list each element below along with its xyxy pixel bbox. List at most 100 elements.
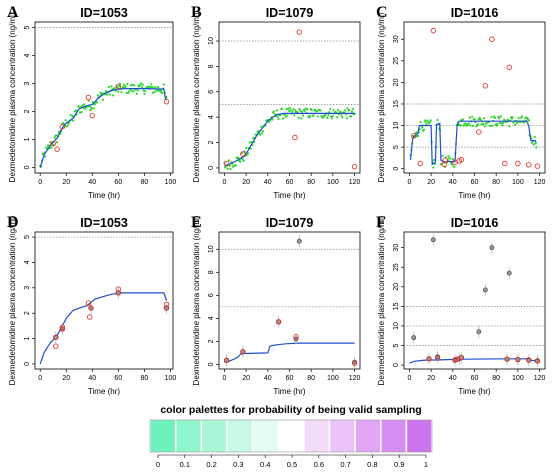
x-tick-label: 100 <box>165 375 177 382</box>
simulated-point <box>515 122 519 125</box>
y-axis-label: Dexmedetomidine plasma concentration (ng… <box>8 12 17 182</box>
simulated-point <box>160 89 163 92</box>
y-axis-label: Dexmedetomidine plasma concentration (ng… <box>377 215 386 385</box>
x-axis-label: Time (hr) <box>458 387 490 396</box>
x-axis-label: Time (hr) <box>88 387 120 396</box>
x-tick-label: 0 <box>407 375 411 382</box>
simulated-point <box>482 122 485 126</box>
simulated-point <box>498 121 502 124</box>
simulated-point <box>128 90 131 93</box>
x-tick-label: 0 <box>407 179 411 186</box>
legend-swatch <box>355 420 380 452</box>
simulated-point <box>53 136 56 139</box>
simulated-point <box>161 91 164 95</box>
simulated-point <box>245 146 248 150</box>
simulated-point <box>133 84 136 87</box>
simulated-point <box>89 108 92 112</box>
x-tick-label: 100 <box>327 179 339 186</box>
simulated-point <box>154 85 157 89</box>
legend-swatch <box>381 420 406 452</box>
x-tick-label: 20 <box>427 179 435 186</box>
simulated-point <box>534 142 537 145</box>
panel-d: D ID=1053 0 20 40 60 80 100 0 1 2 3 4 5 Time (hr) Dexme… <box>7 214 176 396</box>
x-tick-label: 40 <box>449 179 457 186</box>
simulated-point <box>285 108 288 111</box>
simulated-point <box>135 92 138 95</box>
observed-point <box>85 300 92 306</box>
y-axis-label: Dexmedetomidine plasma concentration (ng… <box>192 215 201 385</box>
simulated-point <box>260 132 264 135</box>
observed-point <box>426 356 432 362</box>
x-tick-label: 100 <box>165 179 177 186</box>
x-tick-label: 80 <box>492 375 500 382</box>
legend-tick-label: 0.6 <box>314 460 324 469</box>
plot-frame <box>218 231 361 370</box>
x-tick-label: 20 <box>242 179 250 186</box>
simulated-point <box>479 118 482 121</box>
y-tick-label: 20 <box>393 283 400 291</box>
simulated-point <box>153 90 156 93</box>
simulated-point <box>426 119 429 122</box>
simulated-point <box>511 116 514 119</box>
simulated-point <box>284 115 287 118</box>
simulated-point <box>120 91 123 94</box>
x-axis-label: Time (hr) <box>458 191 490 200</box>
estimated-point <box>506 270 512 276</box>
simulated-point <box>94 102 97 105</box>
panel-letter: A <box>7 4 19 21</box>
simulated-point <box>111 94 115 97</box>
simulated-point <box>69 113 72 117</box>
simulated-point <box>419 120 422 123</box>
simulated-point <box>237 156 240 159</box>
simulated-point <box>101 98 105 102</box>
simulated-point <box>332 109 335 112</box>
observed-point <box>163 305 170 311</box>
simulated-point <box>287 109 291 113</box>
panel-title: ID=1053 <box>80 216 128 230</box>
simulated-point <box>131 83 134 86</box>
observed-point <box>293 334 299 340</box>
observed-point <box>534 163 541 169</box>
legend-swatch <box>253 420 278 452</box>
simulated-point <box>108 93 111 96</box>
simulated-point <box>432 166 435 169</box>
simulated-point <box>80 110 83 114</box>
panel-c: C ID=1016 0 20 40 60 80 100 120 0 5 10 15 20 25 30 Time … <box>376 4 546 200</box>
simulated-point <box>288 107 292 110</box>
y-tick-label: 10 <box>393 122 400 130</box>
observed-point <box>489 36 495 42</box>
panel-a: A ID=1053 0 20 40 60 80 100 0 1 2 3 4 5 Time (hr) Dexme… <box>7 4 176 200</box>
observed-point <box>275 319 282 325</box>
simulated-point <box>106 93 109 96</box>
y-tick-label: 4 <box>24 260 31 264</box>
y-tick-label: 15 <box>393 100 400 108</box>
simulated-point <box>142 89 145 92</box>
simulated-point <box>331 114 334 118</box>
simulated-point <box>150 85 154 88</box>
simulated-point <box>294 109 297 112</box>
observed-point <box>458 354 465 361</box>
simulated-point <box>229 167 232 171</box>
legend-swatch <box>278 420 304 452</box>
simulated-point <box>293 114 296 117</box>
simulated-point <box>55 134 58 137</box>
simulated-point <box>299 109 302 112</box>
simulated-point <box>260 125 263 128</box>
x-tick-label: 60 <box>471 375 479 382</box>
simulated-point <box>449 157 452 160</box>
legend-tick-label: 0.9 <box>394 460 404 469</box>
x-tick-label: 40 <box>88 375 96 382</box>
simulated-point <box>64 119 67 122</box>
simulated-point <box>162 83 166 86</box>
y-tick-label: 10 <box>208 245 215 253</box>
observed-point <box>502 160 508 167</box>
y-tick-label: 2 <box>24 311 31 315</box>
observed-point <box>482 83 489 89</box>
observed-point <box>115 286 122 292</box>
simulated-point <box>328 110 331 114</box>
simulated-point <box>308 115 312 118</box>
simulated-point <box>283 113 286 116</box>
legend-tick-label: 0.1 <box>180 460 190 469</box>
observed-point <box>434 355 441 361</box>
simulated-point <box>261 130 264 133</box>
